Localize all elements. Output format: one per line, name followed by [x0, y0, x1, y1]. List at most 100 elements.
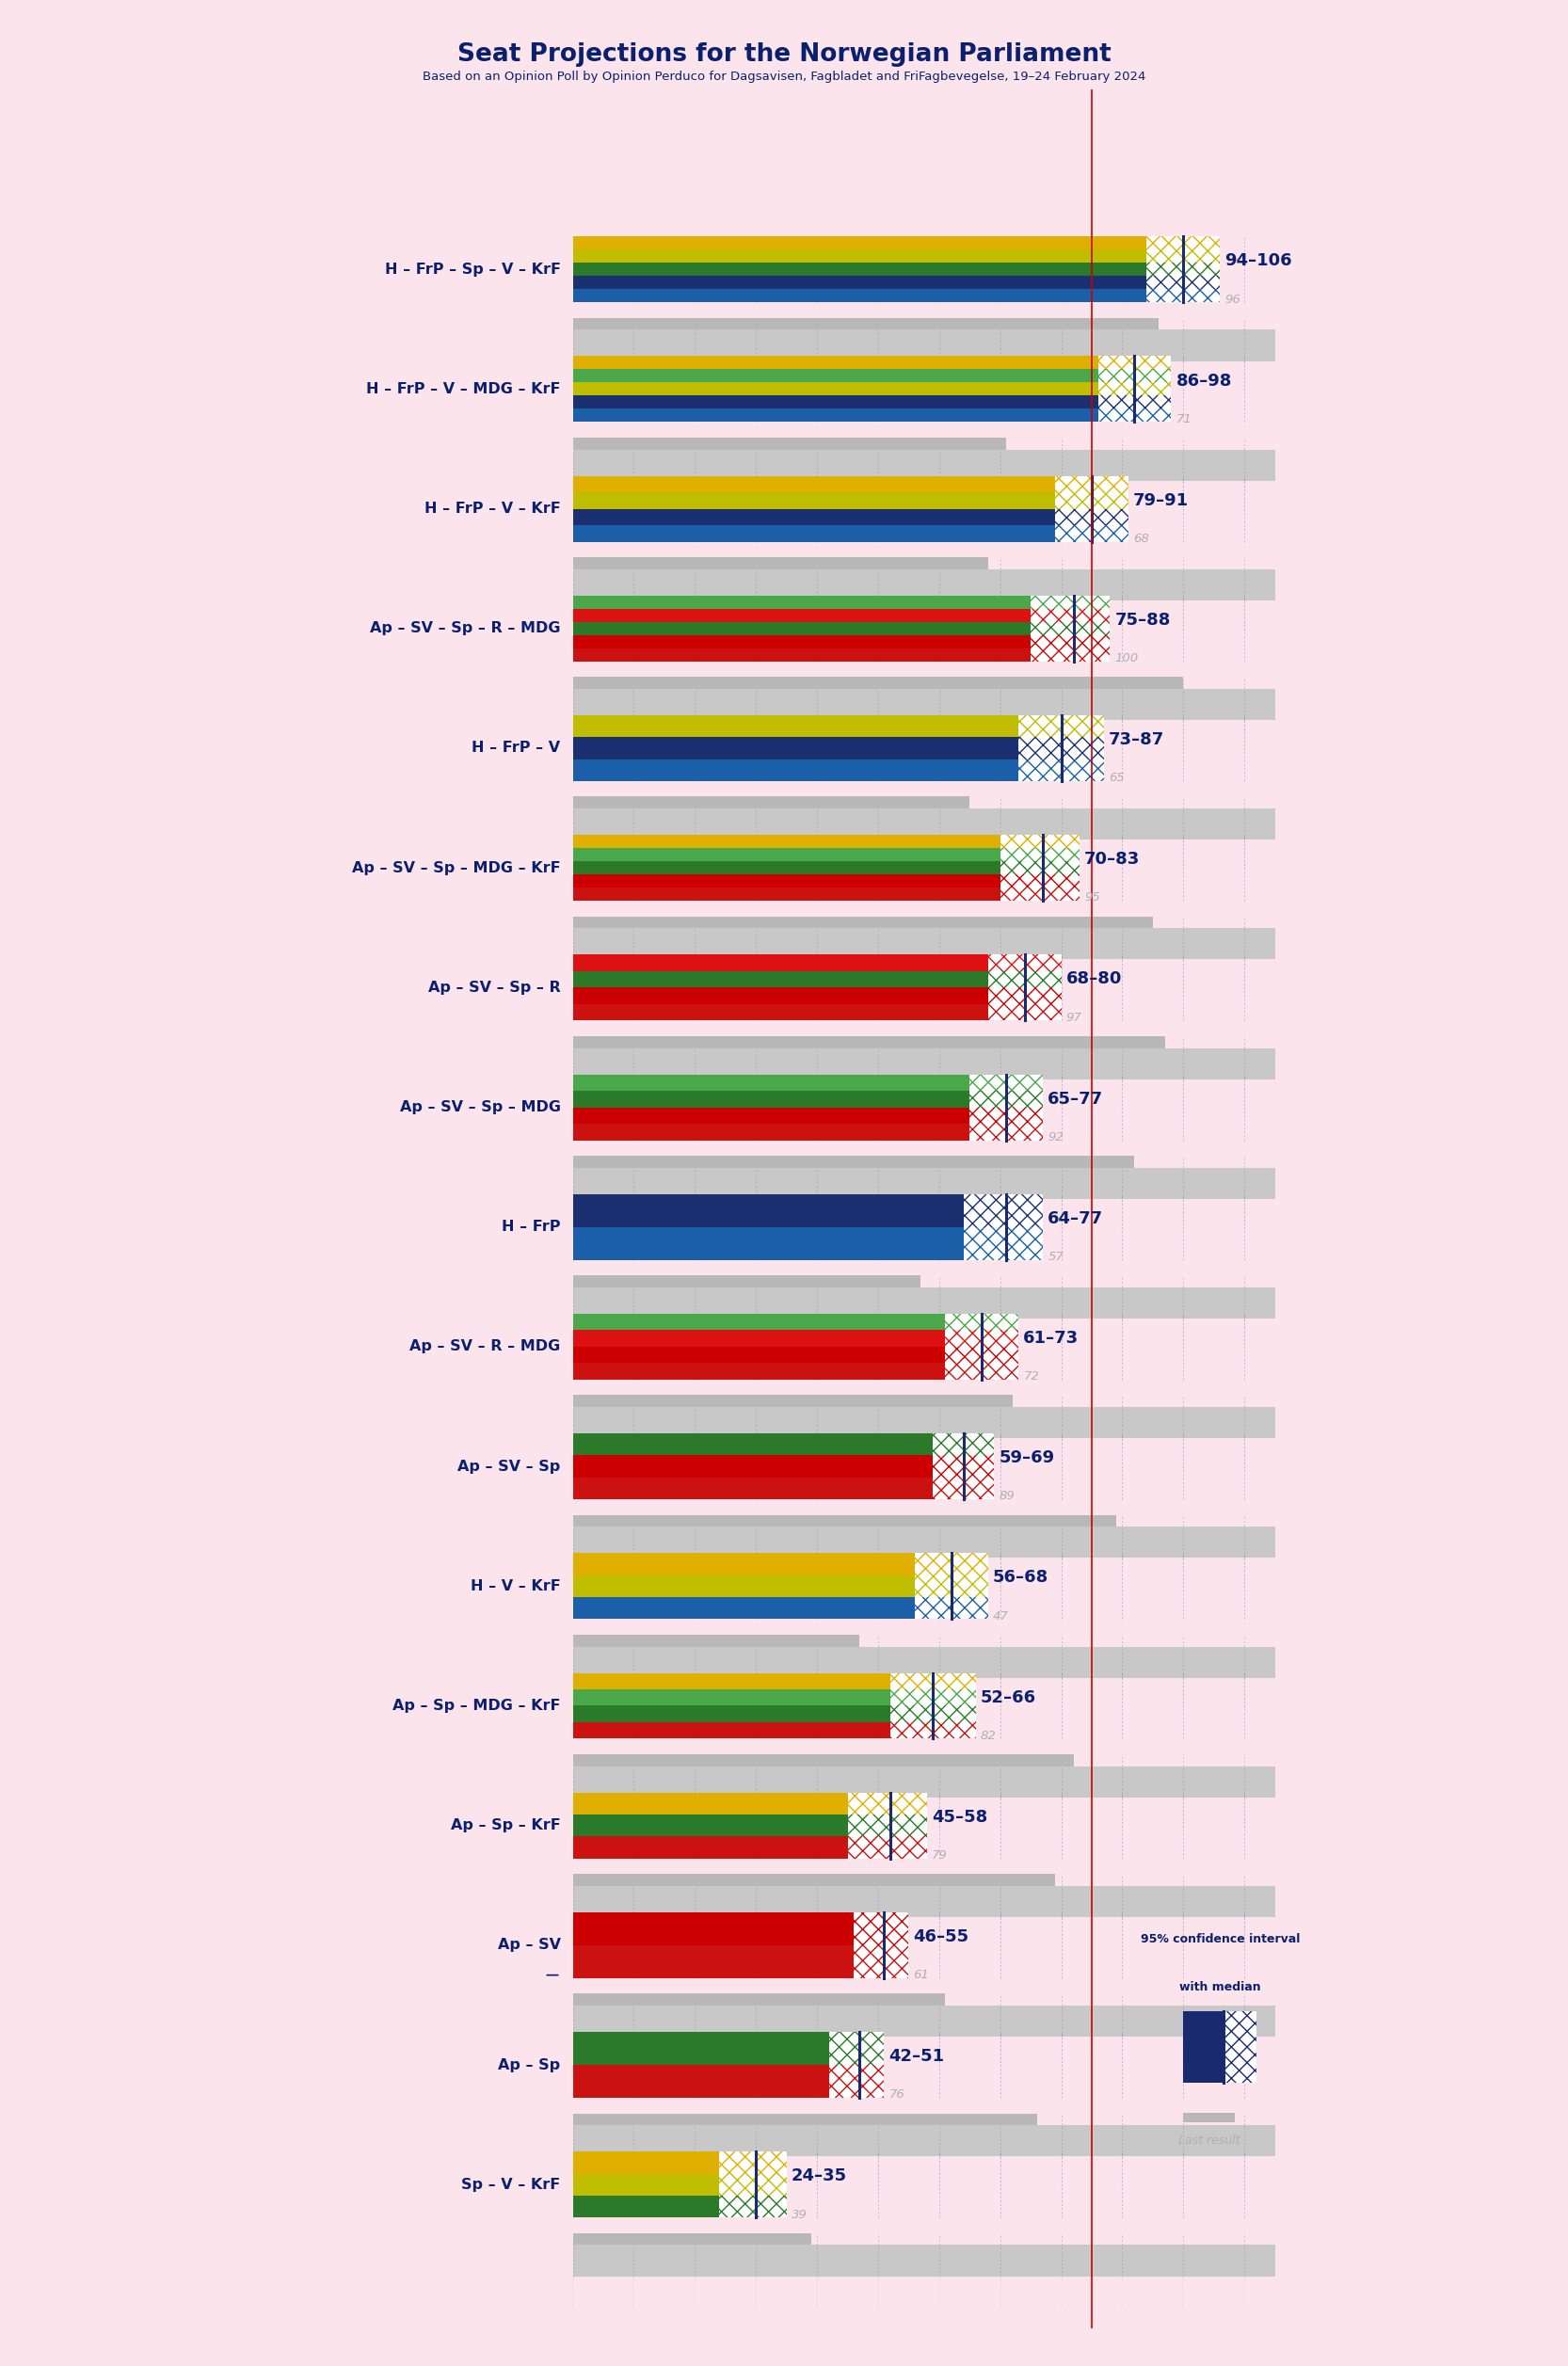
- Bar: [1146, 251, 1220, 263]
- Bar: [988, 1003, 1062, 1020]
- Bar: [969, 1124, 1043, 1140]
- Bar: [1055, 525, 1129, 542]
- Bar: [988, 987, 1062, 1003]
- Bar: [891, 1706, 975, 1722]
- Bar: [572, 450, 1275, 480]
- Text: Ap – SV – Sp – R: Ap – SV – Sp – R: [428, 980, 561, 994]
- Bar: [1000, 835, 1080, 847]
- Bar: [933, 1434, 994, 1455]
- Bar: [572, 1228, 1043, 1261]
- Bar: [1055, 525, 1129, 542]
- Bar: [946, 1330, 1019, 1346]
- Bar: [572, 1124, 1043, 1140]
- Bar: [572, 809, 1275, 840]
- Text: Ap – SV – R – MDG: Ap – SV – R – MDG: [409, 1339, 561, 1353]
- Bar: [1030, 596, 1110, 608]
- Bar: [1030, 648, 1110, 662]
- Bar: [1000, 861, 1080, 875]
- Bar: [829, 2066, 884, 2099]
- Text: Ap – SV: Ap – SV: [497, 1938, 561, 1952]
- Text: Sp – V – KrF: Sp – V – KrF: [461, 2177, 561, 2191]
- Bar: [1030, 634, 1110, 648]
- Bar: [572, 759, 1104, 781]
- Bar: [1055, 492, 1129, 509]
- Bar: [572, 383, 1171, 395]
- Bar: [572, 1597, 988, 1618]
- Bar: [572, 2245, 1275, 2276]
- Bar: [933, 1434, 994, 1455]
- Bar: [1098, 409, 1171, 421]
- Bar: [1019, 738, 1104, 759]
- Bar: [988, 970, 1062, 987]
- Bar: [572, 953, 1062, 970]
- Bar: [572, 715, 1104, 738]
- Bar: [1223, 2011, 1256, 2082]
- Bar: [848, 1836, 927, 1857]
- Bar: [1055, 509, 1129, 525]
- Text: 68: 68: [1134, 532, 1149, 544]
- Text: 39: 39: [792, 2207, 808, 2222]
- Bar: [1030, 622, 1110, 634]
- Bar: [946, 1363, 1019, 1379]
- Text: Ap – SV – Sp – MDG – KrF: Ap – SV – Sp – MDG – KrF: [351, 861, 561, 875]
- Bar: [572, 289, 1220, 303]
- Bar: [964, 1228, 1043, 1261]
- Bar: [572, 1074, 1043, 1091]
- Bar: [969, 1091, 1043, 1107]
- Bar: [1098, 383, 1171, 395]
- Bar: [572, 317, 1159, 329]
- Bar: [988, 970, 1062, 987]
- Text: Seat Projections for the Norwegian Parliament: Seat Projections for the Norwegian Parli…: [456, 43, 1112, 66]
- Text: 95: 95: [1085, 892, 1101, 904]
- Bar: [572, 1330, 1019, 1346]
- Text: 68–80: 68–80: [1066, 970, 1123, 987]
- Bar: [891, 1689, 975, 1706]
- Bar: [848, 1793, 927, 1815]
- Bar: [572, 970, 1062, 987]
- Bar: [572, 1169, 1275, 1200]
- Bar: [572, 570, 1275, 601]
- Bar: [1030, 596, 1110, 608]
- Bar: [914, 1552, 988, 1576]
- Bar: [572, 2174, 787, 2196]
- Bar: [946, 1313, 1019, 1330]
- Bar: [853, 1912, 908, 1945]
- Bar: [914, 1552, 988, 1576]
- Bar: [572, 689, 1275, 719]
- Bar: [572, 1647, 1275, 1677]
- Bar: [946, 1346, 1019, 1363]
- Bar: [572, 1346, 1019, 1363]
- Bar: [572, 1673, 975, 1689]
- Bar: [572, 738, 1104, 759]
- Bar: [720, 2174, 787, 2196]
- Bar: [572, 797, 969, 809]
- Bar: [1000, 847, 1080, 861]
- Bar: [848, 1815, 927, 1836]
- Bar: [1000, 887, 1080, 901]
- Bar: [988, 953, 1062, 970]
- Text: H – FrP: H – FrP: [502, 1221, 561, 1235]
- Bar: [1030, 648, 1110, 662]
- Bar: [853, 1945, 908, 1978]
- Text: 82: 82: [980, 1730, 996, 1741]
- Bar: [572, 1526, 1275, 1557]
- Bar: [914, 1597, 988, 1618]
- Bar: [969, 1074, 1043, 1091]
- Bar: [1184, 2113, 1234, 2122]
- Text: Ap – Sp: Ap – Sp: [499, 2058, 561, 2073]
- Bar: [848, 1815, 927, 1836]
- Bar: [1055, 492, 1129, 509]
- Bar: [1000, 875, 1080, 887]
- Text: 79–91: 79–91: [1134, 492, 1189, 509]
- Bar: [1146, 263, 1220, 277]
- Text: 76: 76: [889, 2089, 905, 2101]
- Bar: [1146, 237, 1220, 251]
- Bar: [1146, 263, 1220, 277]
- Bar: [964, 1228, 1043, 1261]
- Bar: [572, 329, 1275, 362]
- Bar: [572, 677, 1184, 689]
- Bar: [572, 1552, 988, 1576]
- Bar: [891, 1689, 975, 1706]
- Bar: [572, 861, 1080, 875]
- Bar: [933, 1476, 994, 1500]
